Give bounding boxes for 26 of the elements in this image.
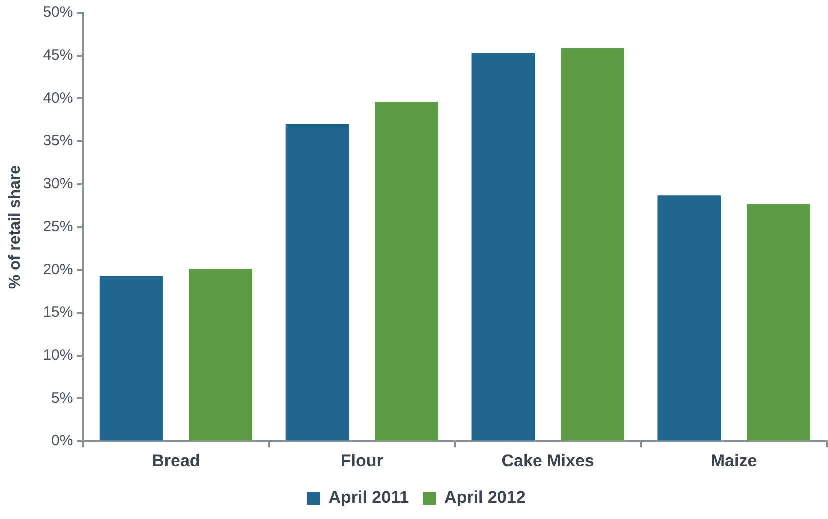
bar bbox=[100, 276, 164, 441]
y-tick-label: 30% bbox=[43, 176, 74, 193]
y-tick-label: 15% bbox=[43, 304, 74, 322]
x-tick-label: Bread bbox=[152, 451, 200, 470]
x-tick-label: Maize bbox=[710, 451, 758, 470]
bar bbox=[658, 196, 722, 441]
bar bbox=[286, 124, 350, 441]
y-tick-label: 40% bbox=[43, 90, 74, 107]
bar bbox=[561, 48, 624, 441]
legend-label: April 2012 bbox=[444, 488, 526, 508]
y-tick-label: 0% bbox=[52, 432, 74, 450]
bar bbox=[472, 53, 536, 441]
y-tick-label: 25% bbox=[43, 218, 74, 236]
y-tick-label: 10% bbox=[43, 347, 74, 364]
bar bbox=[746, 204, 810, 441]
y-tick-label: 5% bbox=[52, 390, 74, 407]
y-tick-label: 45% bbox=[43, 47, 74, 64]
bar bbox=[189, 269, 253, 441]
x-tick-label: Cake Mixes bbox=[502, 451, 594, 470]
y-axis-title: % of retail share bbox=[7, 165, 24, 290]
y-tick-label: 20% bbox=[43, 261, 74, 278]
y-tick-label: 35% bbox=[43, 132, 74, 150]
x-tick-label: Flour bbox=[340, 451, 384, 470]
y-tick-label: 50% bbox=[43, 4, 74, 22]
legend-label: April 2011 bbox=[328, 488, 410, 508]
bar bbox=[375, 102, 438, 441]
